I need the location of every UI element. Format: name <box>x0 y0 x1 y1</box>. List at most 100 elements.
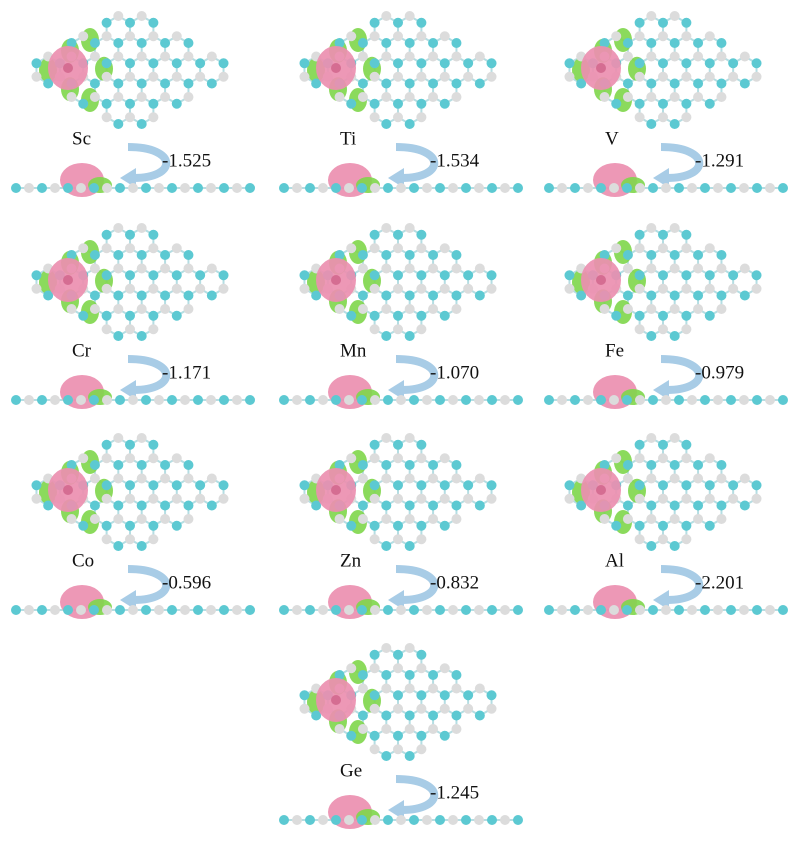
atom <box>404 263 415 274</box>
atom <box>404 304 415 314</box>
atom <box>416 480 427 491</box>
atom <box>751 283 762 294</box>
atom <box>463 58 474 69</box>
atom <box>693 500 704 511</box>
atom <box>171 31 182 42</box>
atom <box>66 460 77 470</box>
side-atom <box>635 605 645 615</box>
arrow-head <box>388 590 404 610</box>
side-atom <box>63 183 73 193</box>
atom <box>646 433 657 443</box>
atom <box>658 453 668 464</box>
atom <box>611 31 622 42</box>
side-atom <box>331 395 341 405</box>
atom <box>78 520 89 531</box>
atom <box>622 263 633 274</box>
atom <box>357 514 368 524</box>
atom <box>113 514 124 524</box>
arrow-head <box>653 590 669 610</box>
side-atom <box>713 395 723 405</box>
atom <box>463 690 474 701</box>
atom <box>357 683 368 694</box>
atom <box>658 98 668 109</box>
atom <box>669 433 680 443</box>
atom <box>404 78 415 89</box>
atom <box>125 31 135 42</box>
side-atom <box>739 395 749 405</box>
atom <box>658 480 668 491</box>
atom <box>576 78 587 89</box>
side-atom <box>713 605 723 615</box>
atom <box>634 17 645 28</box>
atom <box>439 480 450 491</box>
atom <box>136 304 147 314</box>
atom <box>716 500 727 511</box>
side-atom <box>609 395 619 405</box>
atom <box>681 17 692 28</box>
atom <box>622 51 633 62</box>
side-atom <box>435 183 445 193</box>
atom <box>669 92 680 102</box>
atom <box>693 250 704 260</box>
atom <box>716 78 727 89</box>
atom <box>43 78 54 89</box>
side-atom <box>713 183 723 193</box>
atom <box>381 223 392 233</box>
adatom <box>331 485 341 495</box>
atom <box>646 38 657 48</box>
transfer-arrow <box>395 565 439 604</box>
atom <box>393 270 403 281</box>
side-atom <box>487 395 497 405</box>
adatom <box>596 485 606 495</box>
side-atom <box>422 605 432 615</box>
adatom <box>63 275 73 285</box>
atom <box>393 243 403 254</box>
charge-value: -1.245 <box>430 782 479 803</box>
arrow-head <box>388 800 404 820</box>
atom <box>136 331 147 341</box>
atom <box>728 71 739 82</box>
atom <box>334 38 345 48</box>
atom <box>357 500 368 511</box>
atom <box>89 290 100 301</box>
atom <box>439 58 450 69</box>
atom <box>646 290 657 301</box>
transfer-arrow <box>127 565 171 604</box>
side-atom <box>596 183 606 193</box>
atom <box>101 480 112 491</box>
side-atom <box>622 605 632 615</box>
atom <box>439 453 450 464</box>
atom <box>160 304 171 314</box>
atom <box>160 473 171 484</box>
atom <box>89 473 100 484</box>
side-atom <box>448 605 458 615</box>
atom <box>393 229 403 240</box>
side-atom <box>765 183 775 193</box>
atom <box>183 92 194 102</box>
transfer-arrow <box>395 143 439 182</box>
atom <box>218 270 229 281</box>
atom <box>416 229 427 240</box>
atom <box>206 290 217 301</box>
side-atom <box>76 605 86 615</box>
arrow-head <box>120 590 136 610</box>
atom <box>669 223 680 233</box>
atom <box>369 283 380 294</box>
atom <box>136 514 147 524</box>
atom <box>658 310 668 321</box>
atom <box>439 703 450 714</box>
atom <box>101 453 112 464</box>
atom <box>381 500 392 511</box>
side-atom <box>409 183 419 193</box>
atom <box>299 480 310 491</box>
atom <box>622 38 633 48</box>
side-atom <box>279 183 289 193</box>
atom <box>183 250 194 260</box>
atom <box>148 112 159 123</box>
atom <box>89 78 100 89</box>
atom <box>404 433 415 443</box>
atom <box>451 500 462 511</box>
charge-value: -0.596 <box>162 572 211 593</box>
atom <box>739 263 750 274</box>
atom <box>195 480 206 491</box>
